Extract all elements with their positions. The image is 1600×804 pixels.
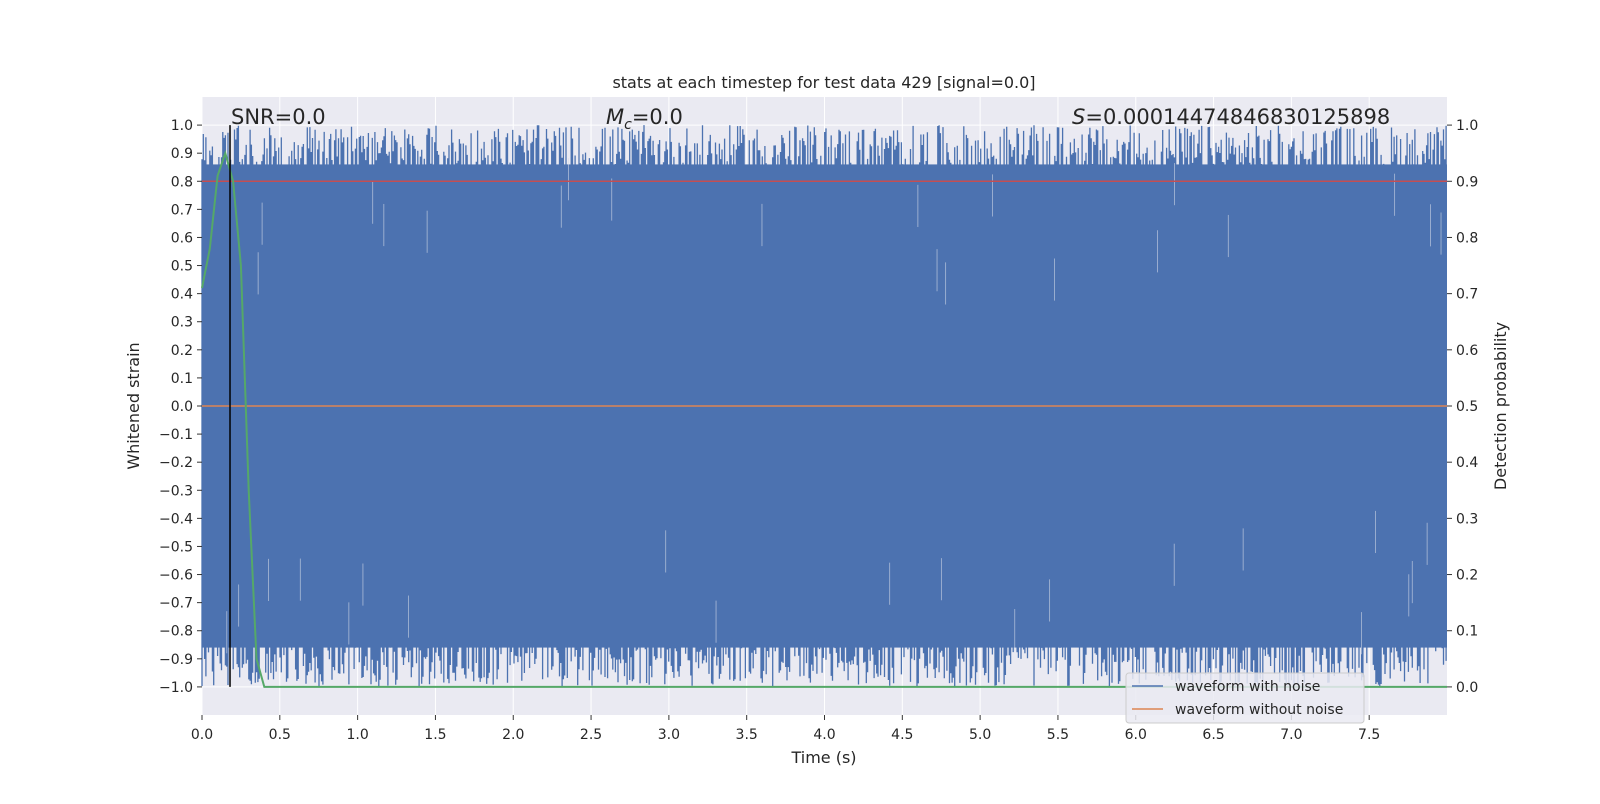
y-tick-label: −0.4 [159, 511, 193, 527]
y-tick-label: 1.0 [171, 118, 193, 134]
y2-tick-label: 0.7 [1456, 287, 1478, 303]
chart-title: stats at each timestep for test data 429… [612, 73, 1035, 92]
x-tick-label: 5.0 [969, 727, 991, 743]
y-tick-label: 0.9 [171, 146, 193, 162]
y-tick-label: −0.5 [159, 539, 193, 555]
legend-label-noise: waveform with noise [1175, 679, 1320, 695]
legend-box [1125, 672, 1365, 724]
x-tick-label: 0.0 [191, 727, 213, 743]
y-axis-ticks: 1.0 0.9 0.8 0.7 0.6 0.5 0.4 0.3 0.2 0.1 0.0 −0.1 −0.… [159, 118, 202, 696]
y-tick-label: −0.1 [159, 427, 193, 443]
y-tick-label: 0.5 [171, 259, 193, 275]
y2-axis-ticks: 1.0 0.9 0.8 0.7 0.6 0.5 0.4 0.3 0.2 0.1 0.0 [1447, 118, 1478, 696]
chirp-mass-value: =0.0 [632, 105, 683, 129]
y2-tick-label: 0.6 [1456, 343, 1478, 359]
y2-tick-label: 0.2 [1456, 568, 1478, 584]
y-tick-label: 0.3 [171, 315, 193, 331]
y2-tick-label: 1.0 [1456, 118, 1478, 134]
x-tick-label: 7.5 [1358, 727, 1380, 743]
detection-probability-line [201, 149, 1447, 688]
x-tick-label: 6.0 [1125, 727, 1147, 743]
x-tick-label: 6.5 [1202, 727, 1224, 743]
y-tick-label: −0.6 [159, 568, 193, 584]
y-tick-label: −0.7 [159, 596, 193, 612]
x-tick-label: 0.5 [269, 727, 291, 743]
y-tick-label: −0.9 [159, 652, 193, 668]
x-axis-ticks: 0.0 0.5 1.0 1.5 2.0 2.5 3.0 3.5 4.0 4.5 5.0 5.5 6.0 6… [191, 715, 1380, 743]
snr-annotation: SNR=0.0 [231, 105, 326, 129]
y-tick-label: 0.4 [171, 287, 193, 303]
score-annotation: S=0.0001447484683012589​8 [1072, 105, 1390, 129]
y2-axis-label: Detection probability [1491, 322, 1510, 490]
x-tick-label: 2.5 [580, 727, 602, 743]
chirp-mass-symbol: M [606, 105, 624, 129]
y2-tick-label: 0.9 [1456, 174, 1478, 190]
score-value: =0.0001447484683012589​8 [1085, 105, 1390, 129]
y-tick-label: 0.7 [171, 202, 193, 218]
y2-tick-label: 0.5 [1456, 399, 1478, 415]
y2-tick-label: 0.0 [1456, 680, 1478, 696]
y2-tick-label: 0.4 [1456, 455, 1478, 471]
x-tick-label: 1.0 [346, 727, 368, 743]
x-axis-label: Time (s) [790, 748, 856, 767]
x-tick-label: 5.5 [1047, 727, 1069, 743]
y2-tick-label: 0.1 [1456, 624, 1478, 640]
score-symbol: S [1072, 105, 1085, 129]
y-tick-label: 0.8 [171, 174, 193, 190]
y-tick-label: 0.1 [171, 371, 193, 387]
y-tick-label: −0.3 [159, 483, 193, 499]
y2-tick-label: 0.8 [1456, 230, 1478, 246]
x-tick-label: 2.0 [502, 727, 524, 743]
y-tick-label: 0.0 [171, 399, 193, 415]
x-tick-label: 7.0 [1280, 727, 1302, 743]
x-tick-label: 3.0 [658, 727, 680, 743]
y2-tick-label: 0.3 [1456, 511, 1478, 527]
y-tick-label: 0.6 [171, 230, 193, 246]
y-tick-label: −0.2 [159, 455, 193, 471]
chirp-mass-annotation: Mc=0.0 [606, 105, 683, 133]
chirp-mass-subscript: c [624, 117, 632, 133]
x-tick-label: 4.5 [891, 727, 913, 743]
y-tick-label: 0.2 [171, 343, 193, 359]
x-tick-label: 4.0 [813, 727, 835, 743]
y-tick-label: −1.0 [159, 680, 193, 696]
x-tick-label: 3.5 [736, 727, 758, 743]
x-tick-label: 1.5 [424, 727, 446, 743]
y-tick-label: −0.8 [159, 624, 193, 640]
legend: waveform with noise waveform without noi… [1125, 672, 1365, 724]
y-axis-label: Whitened strain [124, 342, 143, 469]
legend-label-clean: waveform without noise [1175, 702, 1343, 718]
